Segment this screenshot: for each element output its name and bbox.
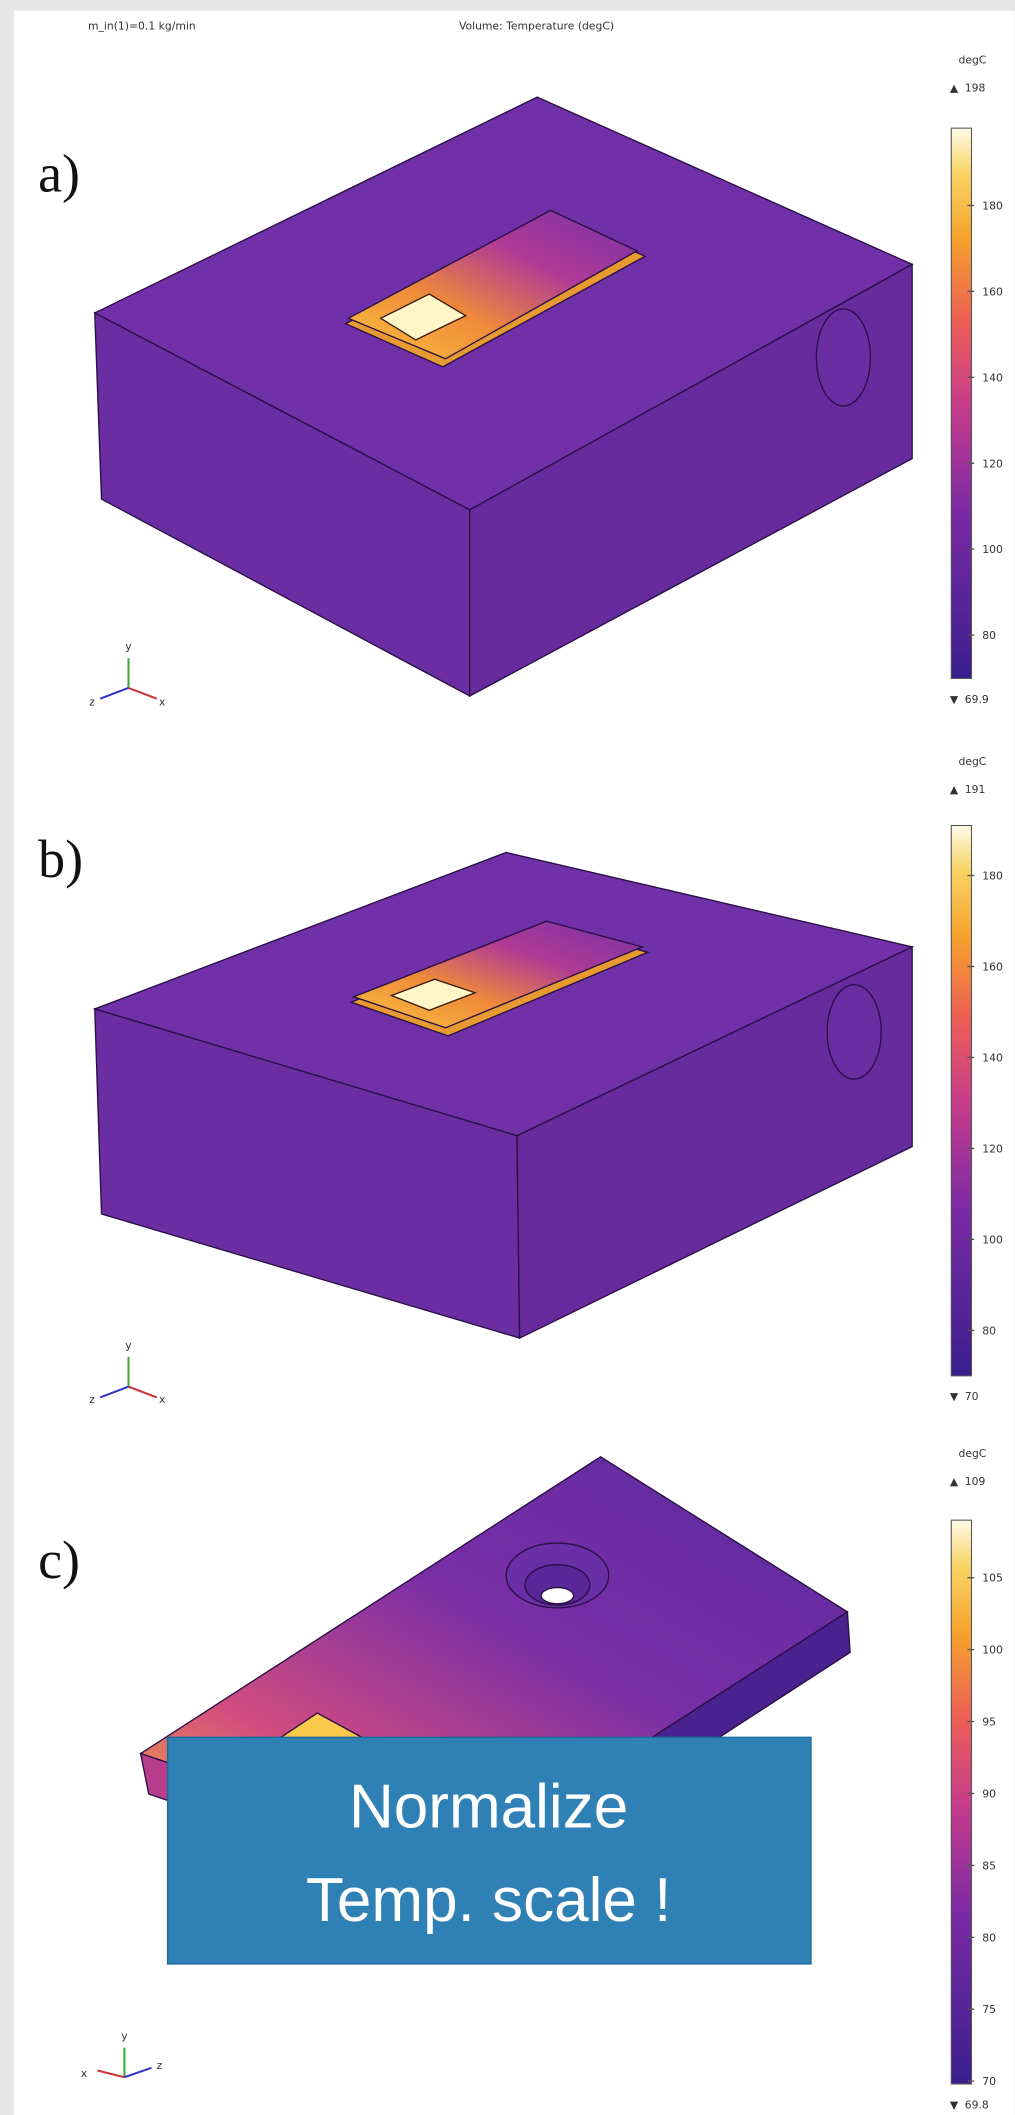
max-arrow: ▲ — [950, 783, 959, 796]
colorbar-unit: degC — [958, 1447, 986, 1460]
note-box: Normalize Temp. scale ! — [168, 1737, 811, 1964]
header-center: Volume: Temperature (degC) — [459, 20, 614, 33]
panel-label: c) — [38, 1530, 80, 1590]
panel-label: a) — [38, 144, 80, 204]
tick-label: 85 — [982, 1859, 996, 1872]
tick-label: 160 — [982, 961, 1003, 974]
min-arrow: ▼ — [950, 2098, 959, 2111]
tick-label: 180 — [982, 200, 1003, 213]
min-arrow: ▼ — [950, 693, 959, 706]
axis-label: y — [125, 1339, 132, 1352]
tick-label: 140 — [982, 371, 1003, 384]
tick-label: 100 — [982, 1233, 1003, 1246]
tick-label: 80 — [982, 1931, 996, 1944]
tick-label: 80 — [982, 1324, 996, 1337]
note-line: Normalize — [349, 1773, 628, 1842]
tick-label: 160 — [982, 285, 1003, 298]
axis-label: y — [121, 2029, 128, 2042]
max-arrow: ▲ — [950, 1475, 959, 1488]
colorbar-min: 70 — [965, 1390, 979, 1403]
panel-label: b) — [38, 829, 83, 889]
figure: m_in(1)=0.1 kg/min Volume: Temperature (… — [0, 0, 1015, 2115]
colorbar-max: 191 — [965, 783, 986, 796]
colorbar — [951, 128, 971, 678]
note-line: Temp. scale ! — [306, 1866, 671, 1935]
colorbar-min: 69.8 — [965, 2098, 989, 2111]
axis-label: z — [157, 2059, 163, 2072]
tick-label: 100 — [982, 1644, 1003, 1657]
tick-label: 80 — [982, 629, 996, 642]
tick-label: 95 — [982, 1716, 996, 1729]
tick-label: 90 — [982, 1787, 996, 1800]
colorbar-min: 69.9 — [965, 693, 989, 706]
colorbar-unit: degC — [958, 53, 986, 66]
header-left: m_in(1)=0.1 kg/min — [88, 20, 196, 33]
colorbar-max: 198 — [965, 82, 986, 95]
tick-label: 120 — [982, 457, 1003, 470]
tick-label: 75 — [982, 2003, 996, 2016]
colorbar — [951, 1520, 971, 2084]
colorbar-unit: degC — [958, 755, 986, 768]
axis-label: z — [89, 1393, 95, 1406]
min-arrow: ▼ — [950, 1390, 959, 1403]
tick-label: 140 — [982, 1052, 1003, 1065]
tick-label: 120 — [982, 1142, 1003, 1155]
colorbar-max: 109 — [965, 1475, 986, 1488]
axis-label: x — [159, 695, 166, 708]
tick-label: 105 — [982, 1572, 1003, 1585]
axis-label: x — [159, 1393, 166, 1406]
tick-label: 180 — [982, 870, 1003, 883]
axis-label: z — [89, 695, 95, 708]
axis-label: x — [81, 2067, 88, 2080]
max-arrow: ▲ — [950, 82, 959, 95]
tick-label: 70 — [982, 2075, 996, 2088]
axis-label: y — [125, 640, 132, 653]
tick-label: 100 — [982, 543, 1003, 556]
colorbar — [951, 825, 971, 1375]
